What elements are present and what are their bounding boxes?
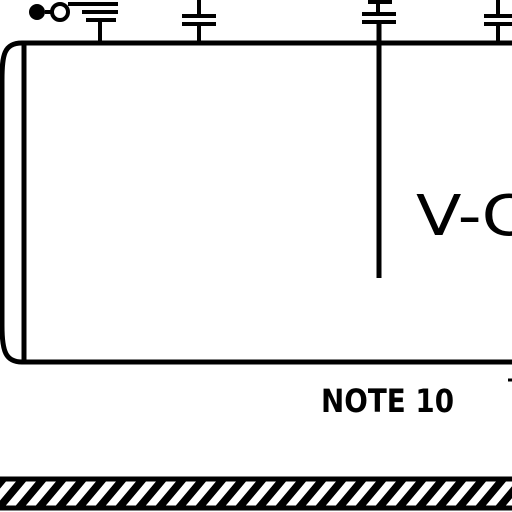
nozzle-flange-2 xyxy=(182,0,216,43)
vessel-left-head xyxy=(0,40,23,365)
ground-hatch xyxy=(0,476,512,511)
note-label: NOTE 10 xyxy=(321,382,454,420)
vessel-tag: V-C xyxy=(416,184,512,249)
nozzle-flange-1 xyxy=(68,2,118,43)
instrument-bubbles xyxy=(29,2,70,22)
filled-bubble-icon xyxy=(29,4,45,20)
vessel-shell xyxy=(21,40,512,365)
open-bubble-icon xyxy=(50,2,70,22)
nozzle-flange-4 xyxy=(484,0,512,43)
nozzle-flange-3 xyxy=(362,0,396,24)
